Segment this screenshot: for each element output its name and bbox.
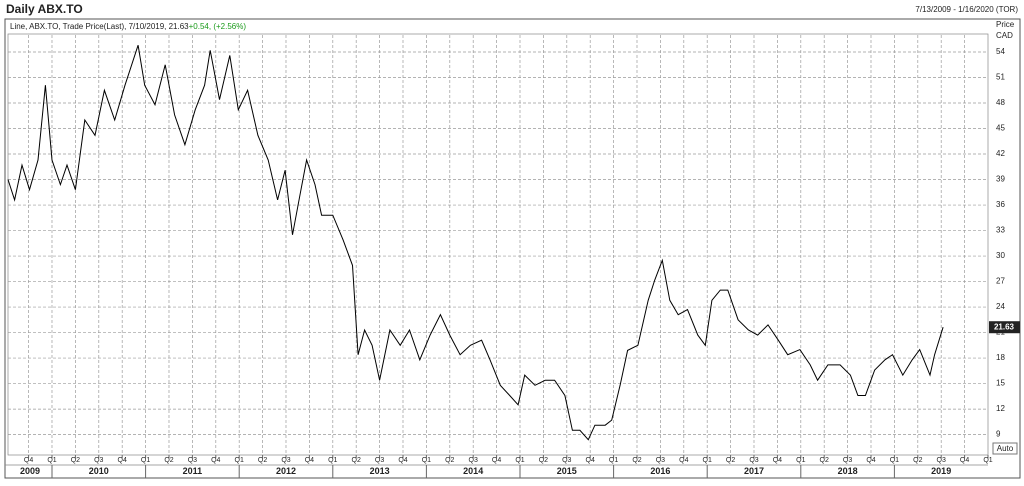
x-tick-label: Q4 bbox=[679, 457, 688, 464]
year-label: 2011 bbox=[183, 466, 203, 476]
legend-text: Line, ABX.TO, Trade Price(Last), 7/10/20… bbox=[10, 22, 189, 31]
x-tick-label: Q4 bbox=[586, 457, 595, 464]
last-value-label: 21.63 bbox=[994, 322, 1015, 331]
y-tick-label: 12 bbox=[996, 404, 1005, 413]
date-range: 7/13/2009 - 1/16/2020 (TOR) bbox=[915, 5, 1018, 14]
x-tick-label: Q1 bbox=[609, 457, 618, 464]
y-tick-label: 9 bbox=[996, 430, 1001, 439]
auto-button[interactable] bbox=[992, 442, 1018, 455]
x-tick-label: Q3 bbox=[562, 457, 571, 464]
y-tick-label: 48 bbox=[996, 98, 1005, 107]
x-tick-label: Q1 bbox=[890, 457, 899, 464]
year-label: 2019 bbox=[931, 466, 951, 476]
x-tick-label: Q4 bbox=[398, 457, 407, 464]
plot-area bbox=[7, 33, 989, 456]
y-tick-label: 30 bbox=[996, 251, 1005, 260]
x-tick-label: Q1 bbox=[47, 457, 56, 464]
x-tick-label: Q2 bbox=[539, 457, 548, 464]
x-tick-label: Q3 bbox=[843, 457, 852, 464]
x-tick-label: Q3 bbox=[469, 457, 478, 464]
x-tick-label: Q2 bbox=[913, 457, 922, 464]
year-label: 2013 bbox=[370, 466, 390, 476]
x-tick-label: Q2 bbox=[445, 457, 454, 464]
x-tick-label: Q3 bbox=[656, 457, 665, 464]
x-tick-label: Q3 bbox=[749, 457, 758, 464]
x-tick-label: Q2 bbox=[632, 457, 641, 464]
y-tick-label: 39 bbox=[996, 175, 1005, 184]
x-tick-label: Q2 bbox=[352, 457, 361, 464]
y-tick-label: 42 bbox=[996, 149, 1005, 158]
x-tick-label: Q4 bbox=[305, 457, 314, 464]
year-label: 2016 bbox=[650, 466, 670, 476]
x-tick-label: Q1 bbox=[141, 457, 150, 464]
x-tick-label: Q4 bbox=[866, 457, 875, 464]
chart-title: Daily ABX.TO bbox=[6, 2, 83, 16]
chart-frame bbox=[4, 18, 1021, 479]
x-tick-label: Q2 bbox=[164, 457, 173, 464]
y-tick-label: 24 bbox=[996, 302, 1005, 311]
year-label: 2012 bbox=[276, 466, 296, 476]
x-tick-label: Q4 bbox=[773, 457, 782, 464]
legend-change: +0.54, (+2.56%) bbox=[189, 22, 247, 31]
x-tick-label: Q4 bbox=[211, 457, 220, 464]
year-label: 2017 bbox=[744, 466, 764, 476]
auto-button-label[interactable]: Auto bbox=[997, 444, 1014, 453]
y-tick-label: 54 bbox=[996, 47, 1005, 56]
y-tick-label: 33 bbox=[996, 226, 1005, 235]
x-tick-label: Q1 bbox=[422, 457, 431, 464]
y-tick-label: 51 bbox=[996, 73, 1005, 82]
y-tick-label: 15 bbox=[996, 379, 1005, 388]
price-line bbox=[7, 45, 944, 441]
x-tick-label: Q2 bbox=[71, 457, 80, 464]
x-tick-label: Q1 bbox=[328, 457, 337, 464]
x-tick-label: Q1 bbox=[796, 457, 805, 464]
year-label: 2010 bbox=[89, 466, 109, 476]
last-value-tag bbox=[989, 321, 1020, 334]
legend: Line, ABX.TO, Trade Price(Last), 7/10/20… bbox=[10, 22, 246, 31]
year-label: 2009 bbox=[20, 466, 40, 476]
year-label: 2014 bbox=[463, 466, 483, 476]
x-tick-label: Q3 bbox=[94, 457, 103, 464]
y-tick-label: 45 bbox=[996, 124, 1005, 133]
x-tick-label: Q3 bbox=[375, 457, 384, 464]
x-tick-label: Q4 bbox=[960, 457, 969, 464]
x-tick-label: Q4 bbox=[492, 457, 501, 464]
x-tick-label: Q1 bbox=[983, 457, 992, 464]
y-axis-title: Price bbox=[996, 20, 1015, 29]
x-tick-label: Q2 bbox=[258, 457, 267, 464]
y-tick-label: 27 bbox=[996, 277, 1005, 286]
x-tick-label: Q1 bbox=[703, 457, 712, 464]
x-tick-label: Q1 bbox=[515, 457, 524, 464]
year-label: 2018 bbox=[838, 466, 858, 476]
y-tick-label: 36 bbox=[996, 200, 1005, 209]
y-tick-label: 18 bbox=[996, 353, 1005, 362]
x-tick-label: Q2 bbox=[820, 457, 829, 464]
y-axis-unit: CAD bbox=[996, 31, 1013, 40]
year-label: 2015 bbox=[557, 466, 577, 476]
x-tick-label: Q4 bbox=[118, 457, 127, 464]
x-tick-label: Q3 bbox=[281, 457, 290, 464]
x-tick-label: Q1 bbox=[235, 457, 244, 464]
x-tick-label: Q2 bbox=[726, 457, 735, 464]
x-tick-label: Q4 bbox=[24, 457, 33, 464]
x-tick-label: Q3 bbox=[937, 457, 946, 464]
x-tick-label: Q3 bbox=[188, 457, 197, 464]
